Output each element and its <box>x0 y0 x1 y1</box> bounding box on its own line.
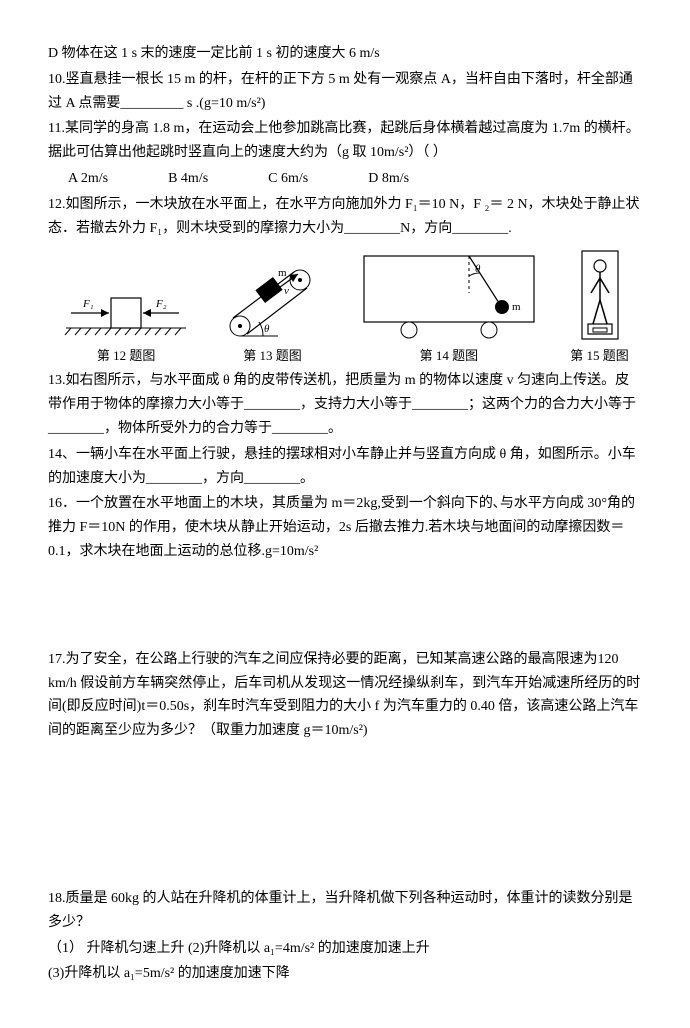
svg-text:m: m <box>278 267 287 279</box>
fig15-caption: 第 15 题图 <box>570 345 629 367</box>
q18-sub1: （1） 升降机匀速上升 (2)升降机以 a₁=4m/s² 的加速度加速上升 <box>48 937 642 961</box>
q11-choice-c: C 6m/s <box>268 167 308 191</box>
q11-choice-d: D 8m/s <box>368 167 409 191</box>
q14-text: 14、一辆小车在水平面上行驶，悬挂的摆球相对小车静止并与竖直方向成 θ 角，如图… <box>48 443 642 491</box>
fig15: 第 15 题图 <box>570 248 629 367</box>
svg-text:F₂: F₂ <box>155 298 167 310</box>
q17-text: 17.为了安全，在公路上行驶的汽车之间应保持必要的距离，已知某高速公路的最高限速… <box>48 648 642 743</box>
q9-option-d: D 物体在这 1 s 末的速度一定比前 1 s 初的速度大 6 m/s <box>48 42 642 66</box>
fig12: F₁ F₂ 第 12 题图 <box>61 273 191 367</box>
fig13-caption: 第 13 题图 <box>243 345 302 367</box>
q11-choice-a: A 2m/s <box>68 167 108 191</box>
svg-text:v: v <box>284 285 289 297</box>
q18-text: 18.质量是 60kg 的人站在升降机的体重计上，当升降机做下列各种运动时，体重… <box>48 887 642 935</box>
fig14-caption: 第 14 题图 <box>420 345 479 367</box>
q18-sub3: (3)升降机以 a₁=5m/s² 的加速度加速下降 <box>48 962 642 986</box>
q12-text: 12.如图所示，一木块放在水平面上，在水平方向施加外力 F₁＝10 N，F ₂＝… <box>48 193 642 241</box>
q10-text: 10.竖直悬挂一根长 15 m 的杆，在杆的正下方 5 m 处有一观察点 A，当… <box>48 68 642 116</box>
fig14: θ m 第 14 题图 <box>354 248 544 367</box>
fig13: m v θ 第 13 题图 <box>218 258 328 367</box>
q11-text: 11.某同学的身高 1.8 m，在运动会上他参加跳高比赛，起跳后身体横着越过高度… <box>48 117 642 165</box>
q11-choice-b: B 4m/s <box>168 167 208 191</box>
figures-row: F₁ F₂ 第 12 题图 m v θ 第 13 题图 <box>48 248 642 367</box>
svg-text:m: m <box>512 301 521 313</box>
svg-text:F₁: F₁ <box>82 298 94 310</box>
svg-text:θ: θ <box>264 323 270 335</box>
fig12-caption: 第 12 题图 <box>97 345 156 367</box>
q16-text: 16．一个放置在水平地面上的木块，其质量为 m＝2kg,受到一个斜向下的､与水平… <box>48 492 642 563</box>
q13-text: 13.如右图所示，与水平面成 θ 角的皮带传送机，把质量为 m 的物体以速度 v… <box>48 369 642 440</box>
q11-choices: A 2m/s B 4m/s C 6m/s D 8m/s <box>48 167 642 191</box>
svg-text:θ: θ <box>475 263 481 275</box>
